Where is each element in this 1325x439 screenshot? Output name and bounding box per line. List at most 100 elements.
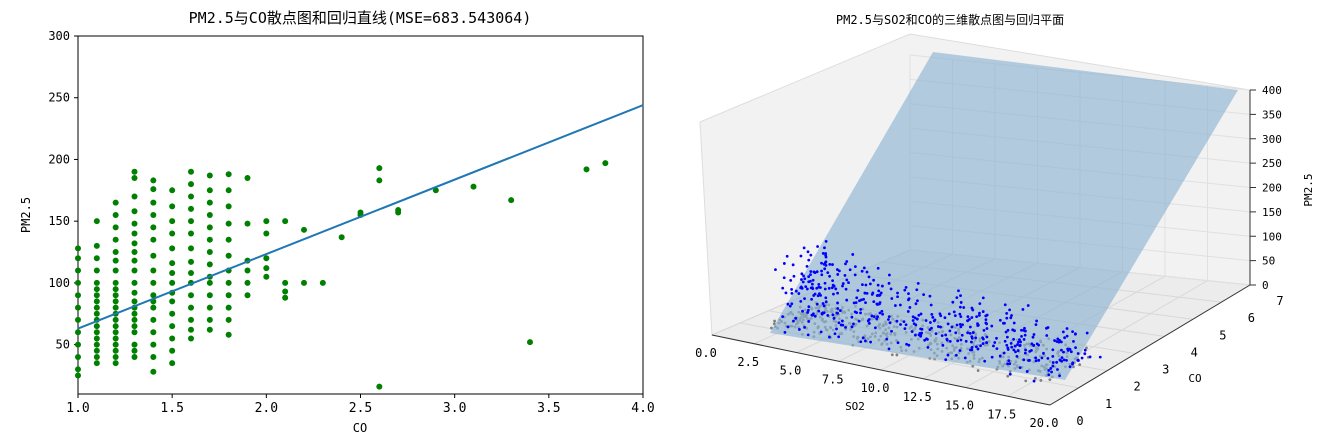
- data-point-3d: [1071, 362, 1074, 366]
- data-point-3d: [964, 339, 968, 343]
- data-point-3d: [836, 273, 840, 276]
- data-point: [169, 347, 176, 354]
- data-point-3d: [850, 325, 854, 329]
- data-point-3d: [1023, 333, 1027, 337]
- data-point-3d: [896, 291, 899, 295]
- data-point: [263, 265, 270, 272]
- data-point-3d: [844, 287, 848, 291]
- data-point: [93, 347, 100, 354]
- data-point: [225, 203, 232, 210]
- data-point: [244, 174, 251, 181]
- data-point-3d: [805, 287, 809, 291]
- data-point: [188, 168, 194, 175]
- data-point-3d: [809, 270, 813, 273]
- data-point-3d: [841, 284, 844, 288]
- data-point-3d: [807, 258, 811, 262]
- data-point-3d: [1062, 350, 1065, 354]
- data-point-3d: [970, 345, 974, 349]
- data-point: [225, 304, 232, 311]
- data-point: [112, 249, 119, 256]
- data-point-3d: [797, 292, 801, 295]
- data-point-3d: [1076, 352, 1080, 355]
- data-point-3d: [1056, 337, 1060, 341]
- data-point: [244, 220, 251, 227]
- data-point: [112, 292, 119, 299]
- data-point-3d: [966, 331, 970, 335]
- data-point-3d: [974, 345, 978, 349]
- data-point-3d: [792, 274, 796, 278]
- data-point-3d: [1016, 343, 1019, 346]
- data-point-3d: [907, 292, 910, 296]
- z-tick-label: 350: [1262, 108, 1282, 121]
- data-point-3d: [899, 323, 902, 326]
- data-point-3d: [1078, 363, 1082, 367]
- data-point-3d: [836, 307, 840, 310]
- x-tick-label: 2.5: [349, 401, 372, 416]
- data-point-3d: [1011, 328, 1015, 332]
- y-tick-label: 4: [1191, 345, 1198, 359]
- data-point-3d: [870, 314, 874, 318]
- data-point-3d: [832, 316, 836, 320]
- data-point-3d: [1002, 351, 1006, 355]
- data-point-3d: [853, 265, 857, 269]
- data-point-3d: [790, 302, 794, 306]
- data-point-3d: [812, 294, 816, 297]
- data-point-3d: [1065, 358, 1068, 362]
- z-tick-label: 50: [1262, 255, 1275, 268]
- data-point-3d: [847, 281, 850, 285]
- data-point-3d: [982, 328, 986, 332]
- chart1-y-ticks: 50 100 150 200 250 300: [48, 29, 78, 352]
- data-point-3d: [1008, 372, 1012, 376]
- data-point-3d: [785, 254, 789, 258]
- data-point-3d: [863, 291, 867, 295]
- data-point: [93, 360, 100, 367]
- data-point-3d: [947, 312, 951, 316]
- data-point-3d: [912, 322, 916, 325]
- chart2-z-label: PM2.5: [1302, 173, 1315, 206]
- data-point-3d: [985, 335, 989, 339]
- data-point-3d: [862, 297, 865, 301]
- x-tick-label: 2.0: [255, 401, 278, 416]
- data-point-3d: [979, 344, 982, 348]
- data-point-3d: [959, 338, 963, 342]
- data-point-3d: [833, 332, 837, 336]
- data-point-3d: [1062, 358, 1066, 362]
- data-point-3d: [805, 264, 809, 268]
- data-point: [263, 273, 270, 280]
- data-point-3d: [977, 313, 981, 317]
- x-tick-label: 10.0: [861, 381, 890, 395]
- data-point: [188, 326, 194, 333]
- data-point-3d: [865, 291, 869, 295]
- regression-plane: [770, 52, 1238, 380]
- data-point: [131, 289, 138, 296]
- data-point: [131, 168, 138, 175]
- data-point-3d: [1006, 362, 1009, 366]
- data-point-3d: [819, 330, 823, 334]
- data-point-3d: [806, 250, 810, 254]
- data-point-3d: [835, 327, 838, 331]
- data-point-3d: [954, 331, 958, 335]
- data-point: [75, 372, 81, 379]
- data-point: [206, 316, 213, 323]
- data-point-3d: [871, 291, 875, 295]
- data-point-3d: [876, 283, 880, 287]
- data-point-3d: [844, 325, 847, 329]
- data-point-3d: [1034, 323, 1038, 327]
- data-point: [93, 218, 100, 225]
- data-point: [225, 171, 232, 178]
- data-point-3d: [904, 285, 908, 289]
- x-tick-label: 7.5: [822, 372, 844, 386]
- data-point-3d: [1002, 321, 1005, 325]
- data-point-3d: [1009, 316, 1013, 320]
- x-tick-label: 3.5: [537, 401, 560, 416]
- z-tick-label: 250: [1262, 157, 1282, 170]
- data-point-3d: [888, 321, 892, 325]
- data-point-3d: [995, 347, 999, 351]
- data-point: [150, 236, 157, 243]
- data-point: [112, 267, 119, 274]
- data-point: [169, 203, 176, 210]
- data-point-3d: [863, 339, 867, 343]
- data-point-3d: [807, 280, 811, 284]
- data-point-3d: [840, 319, 844, 323]
- data-point-3d: [859, 307, 863, 311]
